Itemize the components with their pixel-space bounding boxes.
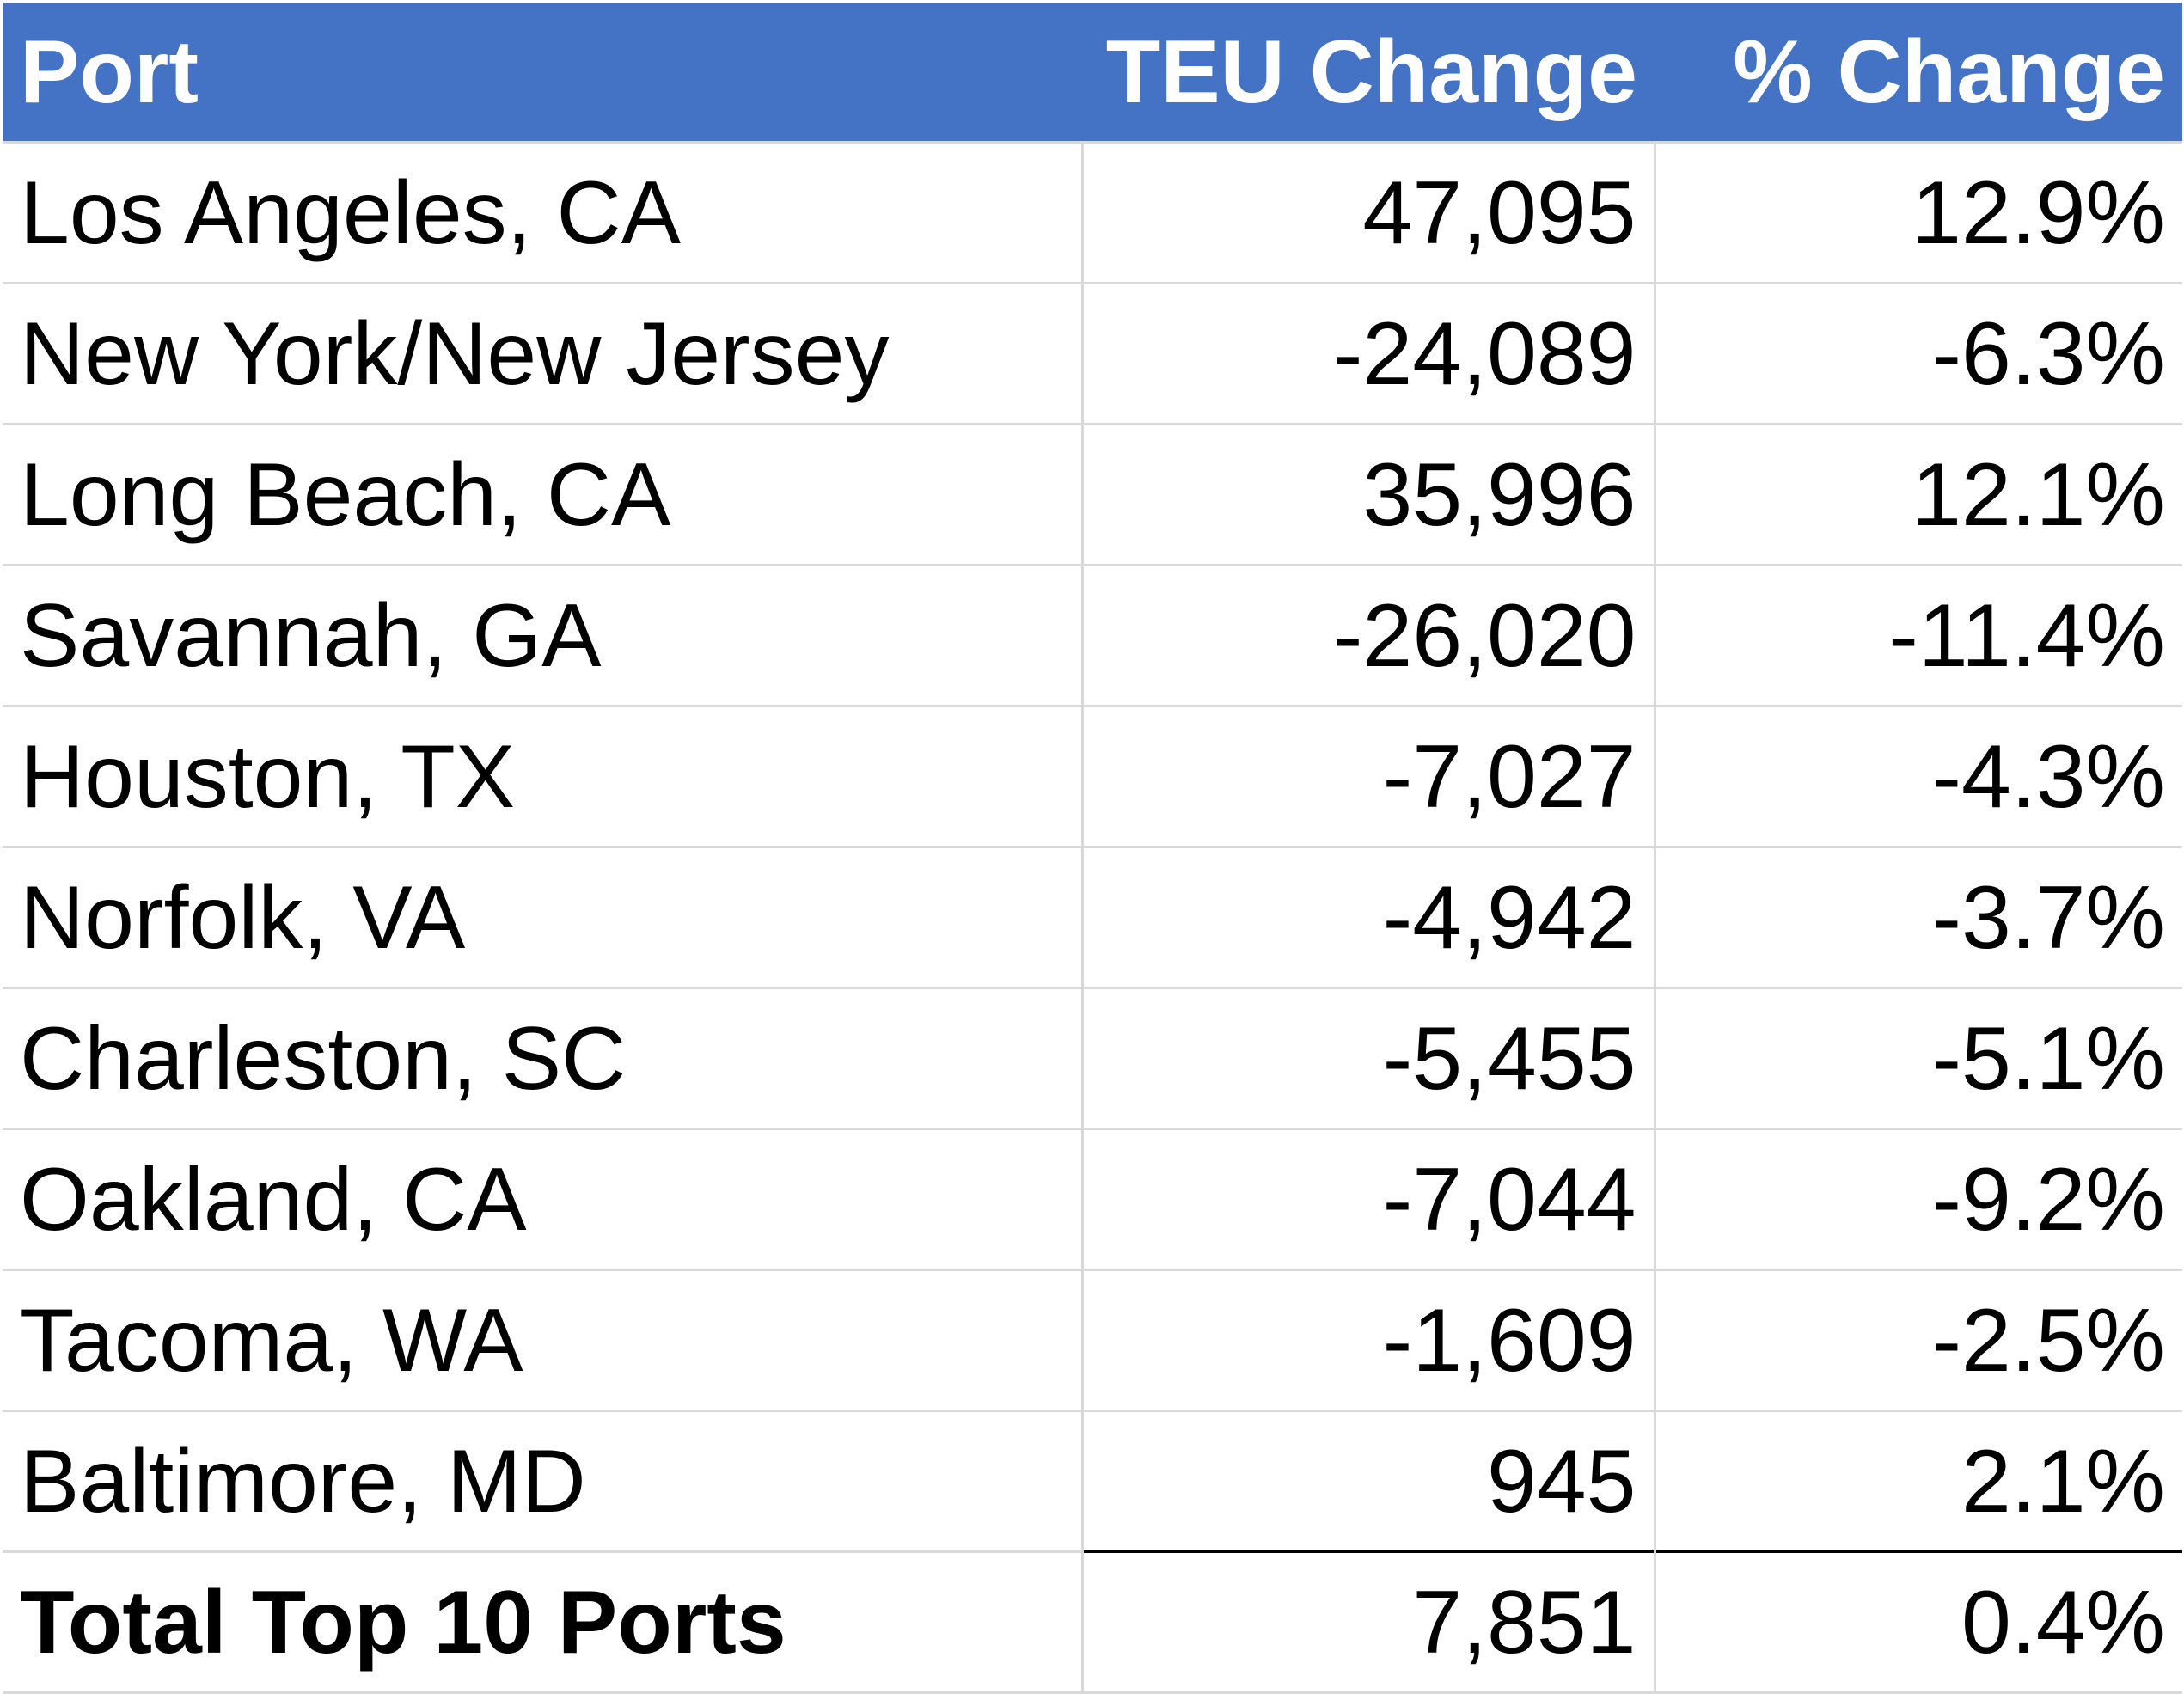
teu-change-cell: -7,027 bbox=[1080, 705, 1655, 847]
port-cell: Charleston, SC bbox=[3, 987, 1082, 1129]
pct-change-cell: -5.1% bbox=[1653, 987, 2182, 1129]
table-row: Tacoma, WA -1,609 -2.5% bbox=[3, 1269, 2182, 1411]
port-cell: Long Beach, CA bbox=[3, 423, 1082, 566]
port-cell: Savannah, GA bbox=[3, 564, 1082, 706]
table-row: Houston, TX -7,027 -4.3% bbox=[3, 705, 2182, 847]
teu-change-cell: -4,942 bbox=[1080, 846, 1655, 988]
pct-change-cell: -2.5% bbox=[1653, 1269, 2182, 1411]
pct-change-cell: 12.9% bbox=[1653, 141, 2182, 284]
total-pct-change-cell: 0.4% bbox=[1653, 1550, 2182, 1694]
port-cell: Norfolk, VA bbox=[3, 846, 1082, 988]
total-teu-change-cell: 7,851 bbox=[1080, 1550, 1655, 1694]
teu-change-cell: -7,044 bbox=[1080, 1128, 1655, 1270]
teu-change-cell: 945 bbox=[1080, 1410, 1655, 1552]
port-cell: Baltimore, MD bbox=[3, 1410, 1082, 1552]
table-row: Baltimore, MD 945 2.1% bbox=[3, 1410, 2182, 1552]
teu-change-cell: -24,089 bbox=[1080, 282, 1655, 425]
header-port: Port bbox=[3, 3, 1082, 143]
port-cell: Tacoma, WA bbox=[3, 1269, 1082, 1411]
header-teu-change: TEU Change bbox=[1082, 3, 1655, 143]
port-cell: Oakland, CA bbox=[3, 1128, 1082, 1270]
table-row: Los Angeles, CA 47,095 12.9% bbox=[3, 141, 2182, 284]
pct-change-cell: -4.3% bbox=[1653, 705, 2182, 847]
total-label-cell: Total Top 10 Ports bbox=[3, 1550, 1082, 1694]
header-row: Port TEU Change % Change bbox=[3, 3, 2182, 143]
teu-change-cell: 35,996 bbox=[1080, 423, 1655, 566]
teu-change-cell: -1,609 bbox=[1080, 1269, 1655, 1411]
pct-change-cell: -9.2% bbox=[1653, 1128, 2182, 1270]
pct-change-cell: 2.1% bbox=[1653, 1410, 2182, 1552]
pct-change-cell: -6.3% bbox=[1653, 282, 2182, 425]
table-row: Savannah, GA -26,020 -11.4% bbox=[3, 564, 2182, 706]
teu-change-cell: 47,095 bbox=[1080, 141, 1655, 284]
port-cell: New York/New Jersey bbox=[3, 282, 1082, 425]
table-row: Oakland, CA -7,044 -9.2% bbox=[3, 1128, 2182, 1270]
teu-change-cell: -26,020 bbox=[1080, 564, 1655, 706]
table-row: Long Beach, CA 35,996 12.1% bbox=[3, 423, 2182, 566]
pct-change-cell: 12.1% bbox=[1653, 423, 2182, 566]
port-teu-table-sheet: Port TEU Change % Change Los Angeles, CA… bbox=[3, 3, 2182, 1694]
pct-change-cell: -11.4% bbox=[1653, 564, 2182, 706]
table-row: New York/New Jersey -24,089 -6.3% bbox=[3, 282, 2182, 425]
teu-change-cell: -5,455 bbox=[1080, 987, 1655, 1129]
port-teu-table: Port TEU Change % Change Los Angeles, CA… bbox=[3, 3, 2182, 1694]
header-pct-change: % Change bbox=[1655, 3, 2182, 143]
port-cell: Houston, TX bbox=[3, 705, 1082, 847]
pct-change-cell: -3.7% bbox=[1653, 846, 2182, 988]
port-cell: Los Angeles, CA bbox=[3, 141, 1082, 284]
table-row: Charleston, SC -5,455 -5.1% bbox=[3, 987, 2182, 1129]
table-row: Norfolk, VA -4,942 -3.7% bbox=[3, 846, 2182, 988]
total-row: Total Top 10 Ports 7,851 0.4% bbox=[3, 1550, 2182, 1694]
